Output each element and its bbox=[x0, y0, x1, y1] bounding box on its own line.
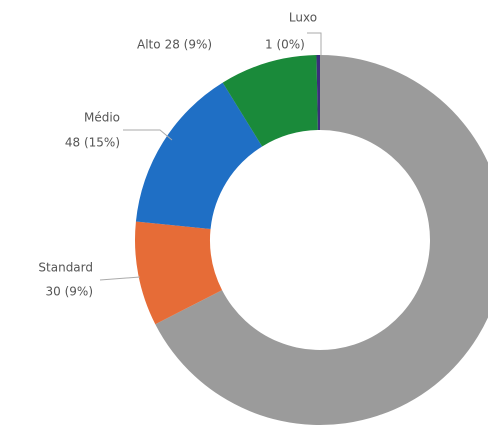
data-label-value: 1 (0%) bbox=[265, 38, 305, 52]
leader-line bbox=[123, 129, 173, 141]
donut-segment bbox=[155, 55, 488, 425]
donut-segment bbox=[222, 55, 318, 147]
data-label-value: 28 (9%) bbox=[165, 38, 212, 52]
data-label-value: 30 (9%) bbox=[46, 285, 93, 299]
leader-line bbox=[307, 32, 322, 55]
leader-line bbox=[99, 276, 141, 281]
donut-segment bbox=[316, 55, 320, 131]
data-label-name: Alto bbox=[137, 38, 161, 52]
donut-segment bbox=[135, 82, 263, 229]
data-label-name: Luxo bbox=[289, 11, 317, 25]
donut-segment bbox=[134, 221, 223, 325]
data-label-value: 48 (15%) bbox=[65, 136, 120, 150]
data-label-name: Médio bbox=[84, 111, 120, 125]
data-label-name: Standard bbox=[38, 261, 93, 275]
